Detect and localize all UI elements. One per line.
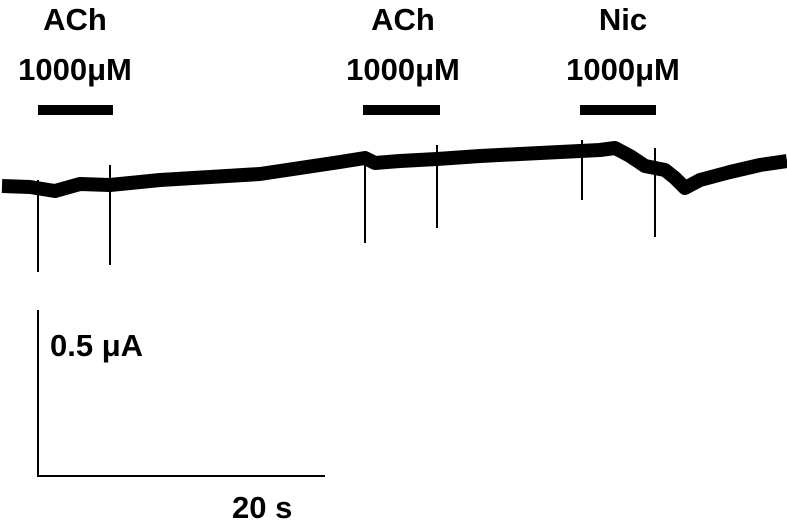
application-labels: ACh 1000μM ACh 1000μM Nic 1000μM	[18, 2, 680, 87]
agent-label: ACh	[43, 2, 107, 37]
agent-label: Nic	[599, 2, 647, 37]
concentration-label: 1000μM	[566, 52, 680, 87]
current-trace	[1, 141, 787, 198]
current-scale-label: 0.5 μA	[50, 328, 143, 363]
application-bar	[38, 105, 113, 115]
artifacts	[37, 140, 656, 272]
agent-label: ACh	[371, 2, 435, 37]
concentration-label: 1000μM	[346, 52, 460, 87]
concentration-label: 1000μM	[18, 52, 132, 87]
scale-bar	[37, 310, 325, 477]
application-bars	[38, 105, 656, 115]
application-bar	[580, 105, 656, 115]
time-scale-label: 20 s	[232, 490, 292, 525]
application-bar	[363, 105, 440, 115]
